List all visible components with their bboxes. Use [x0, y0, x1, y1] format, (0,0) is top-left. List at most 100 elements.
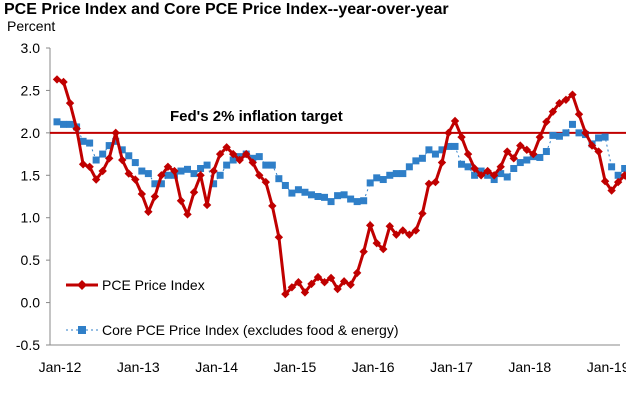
data-point-pce — [516, 141, 525, 150]
data-point-core-pce — [190, 170, 198, 178]
x-tick-label: Jan-13 — [117, 359, 160, 375]
x-ticks: Jan-12 Jan-13 Jan-14 Jan-15 Jan-16 Jan-17 Jan-… — [39, 359, 626, 375]
data-point-pce — [476, 171, 486, 180]
data-point-pce — [509, 154, 518, 163]
data-point-core-pce — [249, 154, 257, 162]
data-point-core-pce — [340, 191, 348, 199]
data-point-pce — [405, 230, 414, 239]
data-point-core-pce — [451, 142, 459, 150]
data-point-core-pce — [281, 181, 289, 189]
x-tick-label: Jan-18 — [508, 359, 551, 375]
data-point-pce — [294, 278, 303, 287]
data-point-core-pce — [510, 164, 518, 172]
data-point-core-pce — [490, 176, 498, 184]
legend: PCE Price Index Core PCE Price Index (ex… — [66, 277, 398, 338]
legend-label-pce: PCE Price Index — [102, 277, 205, 293]
data-point-core-pce — [112, 137, 120, 145]
reference-line-group: Fed's 2% inflation target — [50, 108, 626, 134]
data-point-core-pce — [268, 161, 276, 169]
y-axis-label: Percent — [7, 18, 55, 34]
data-point-core-pce — [392, 170, 400, 178]
data-point-pce — [607, 186, 616, 195]
data-point-core-pce — [425, 146, 433, 154]
data-point-pce — [72, 124, 81, 133]
data-point-pce — [561, 95, 571, 104]
data-point-pce — [85, 162, 94, 171]
data-point-pce — [613, 177, 623, 187]
x-tick-label: Jan-16 — [352, 359, 395, 375]
data-point-core-pce — [144, 170, 152, 178]
data-point-pce — [248, 158, 257, 167]
data-point-pce — [444, 128, 453, 138]
data-point-core-pce — [412, 157, 420, 165]
data-point-pce — [307, 279, 316, 289]
data-point-core-pce — [477, 167, 485, 175]
chart-title: PCE Price Index and Core PCE Price Index… — [4, 1, 449, 18]
data-point-pce — [189, 188, 199, 197]
y-tick-label: 1.5 — [21, 167, 41, 183]
data-point-pce — [52, 75, 62, 84]
data-point-core-pce — [164, 171, 172, 179]
data-point-pce — [372, 238, 381, 248]
data-point-pce — [176, 196, 186, 205]
data-point-pce — [359, 247, 368, 256]
data-point-core-pce — [386, 171, 394, 179]
data-point-pce — [522, 145, 531, 155]
data-point-pce — [118, 155, 127, 165]
data-point-core-pce — [216, 171, 224, 179]
data-point-core-pce — [347, 195, 355, 203]
data-point-pce — [157, 171, 166, 180]
x-tick-label: Jan-19 — [587, 359, 626, 375]
data-point-pce — [268, 201, 277, 211]
data-point-core-pce — [321, 193, 329, 201]
data-point-pce — [228, 149, 238, 159]
data-point-core-pce — [79, 137, 87, 145]
data-point-core-pce — [497, 170, 505, 178]
data-point-core-pce — [562, 129, 570, 137]
data-point-core-pce — [445, 142, 452, 150]
data-point-pce — [398, 226, 408, 235]
data-point-pce — [418, 209, 427, 218]
data-point-core-pce — [105, 142, 113, 150]
legend-swatch-marker-core-pce — [78, 326, 86, 334]
data-point-core-pce — [484, 171, 492, 179]
data-point-pce — [392, 230, 401, 239]
data-point-pce — [366, 221, 375, 230]
data-point-core-pce — [255, 153, 263, 161]
data-point-pce — [313, 272, 323, 282]
data-point-core-pce — [614, 171, 622, 179]
data-point-pce — [215, 149, 225, 159]
data-point-core-pce — [621, 164, 626, 172]
data-point-core-pce — [294, 186, 302, 194]
data-point-pce — [620, 171, 626, 180]
data-point-core-pce — [60, 120, 68, 128]
data-point-pce — [78, 160, 88, 169]
data-point-core-pce — [157, 180, 165, 188]
data-point-pce — [535, 132, 545, 142]
data-point-pce — [209, 166, 218, 176]
data-point-pce — [470, 164, 479, 173]
legend-swatch-marker-pce — [77, 280, 87, 290]
data-point-core-pce — [568, 120, 576, 128]
series-pce — [52, 75, 626, 299]
axes — [49, 48, 620, 346]
data-point-pce — [529, 149, 538, 159]
data-point-pce — [91, 175, 101, 184]
data-point-pce — [111, 128, 120, 138]
data-point-pce — [202, 200, 212, 210]
data-point-pce — [222, 143, 231, 152]
data-point-pce — [463, 149, 473, 159]
data-point-pce — [346, 280, 355, 289]
data-point-pce — [163, 162, 173, 171]
data-point-core-pce — [203, 161, 211, 169]
data-point-pce — [150, 192, 160, 201]
data-point-pce — [548, 107, 558, 116]
data-point-core-pce — [288, 189, 296, 197]
data-point-pce — [489, 171, 499, 180]
legend-label-core-pce: Core PCE Price Index (excludes food & en… — [102, 322, 398, 338]
data-point-pce — [457, 132, 466, 142]
data-point-core-pce — [405, 163, 413, 171]
data-point-core-pce — [177, 167, 185, 175]
data-point-pce — [339, 277, 349, 286]
